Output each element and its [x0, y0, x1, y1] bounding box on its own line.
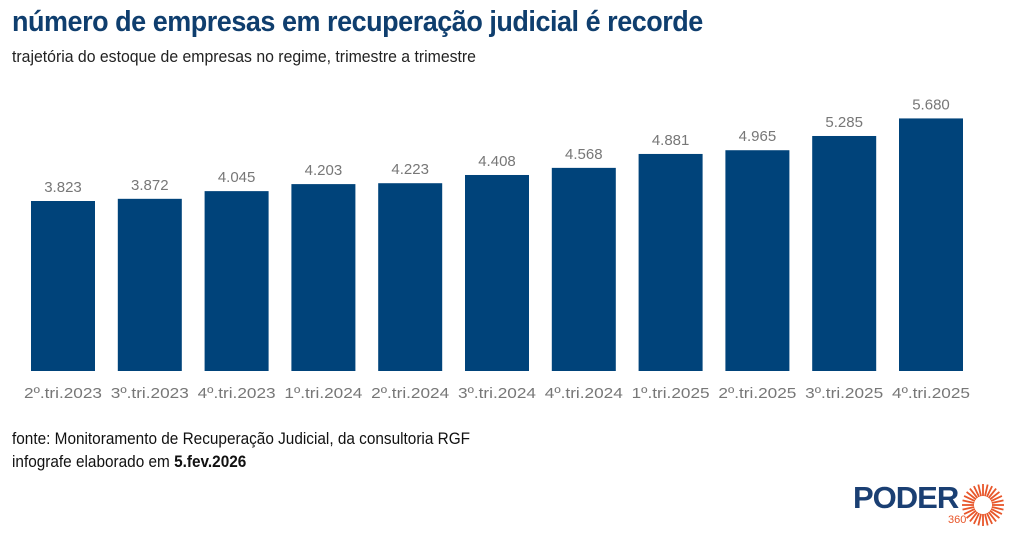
bar	[551, 167, 616, 371]
value-label: 4.881	[652, 132, 690, 149]
bar	[204, 191, 269, 371]
bar	[31, 201, 95, 371]
source-note: fonte: Monitoramento de Recuperação Judi…	[12, 428, 470, 474]
category-label: 1º.tri.2024	[284, 385, 362, 402]
bar	[725, 150, 790, 371]
category-label: 3º.tri.2025	[805, 385, 883, 402]
value-label: 4.965	[739, 128, 777, 145]
bar	[117, 198, 182, 371]
value-label: 4.045	[218, 169, 256, 186]
value-label: 3.823	[44, 179, 82, 196]
category-label: 2º.tri.2025	[718, 385, 796, 402]
logo-word: PODER	[853, 480, 959, 515]
bar-chart: 3.823 2º.tri.2023 3.872 3º.tri.2023 4.045 4º.…	[24, 96, 970, 402]
category-label: 1º.tri.2025	[632, 385, 710, 402]
value-label: 3.872	[131, 177, 169, 194]
category-label: 4º.tri.2023	[198, 385, 276, 402]
value-label: 5.285	[825, 114, 863, 131]
value-label: 4.223	[391, 161, 429, 178]
category-label: 4º.tri.2024	[545, 385, 623, 402]
date-value: 5.fev.2026	[174, 453, 247, 471]
value-label: 4.408	[478, 153, 516, 170]
value-label: 4.203	[305, 162, 343, 179]
bar	[638, 153, 703, 371]
category-label: 2º.tri.2024	[371, 385, 449, 402]
value-label: 4.568	[565, 146, 603, 163]
chart-title: número de empresas em recuperação judici…	[12, 6, 703, 38]
date-line: infografe elaborado em 5.fev.2026	[12, 451, 470, 474]
date-prefix: infografe elaborado em	[12, 453, 175, 471]
bar	[899, 118, 963, 371]
source-text: fonte: Monitoramento de Recuperação Judi…	[12, 430, 471, 448]
poder360-logo: PODER 360	[853, 480, 1013, 532]
bar	[378, 183, 443, 371]
bar	[291, 184, 356, 371]
category-label: 3º.tri.2024	[458, 385, 536, 402]
category-label: 2º.tri.2023	[24, 385, 102, 402]
bar	[465, 174, 529, 371]
value-label: 5.680	[912, 96, 950, 113]
bar	[812, 135, 877, 371]
logo-number: 360	[948, 514, 967, 526]
sun-icon	[962, 484, 1004, 526]
chart-subtitle: trajetória do estoque de empresas no reg…	[12, 47, 476, 66]
category-label: 4º.tri.2025	[892, 385, 970, 402]
category-label: 3º.tri.2023	[111, 385, 189, 402]
